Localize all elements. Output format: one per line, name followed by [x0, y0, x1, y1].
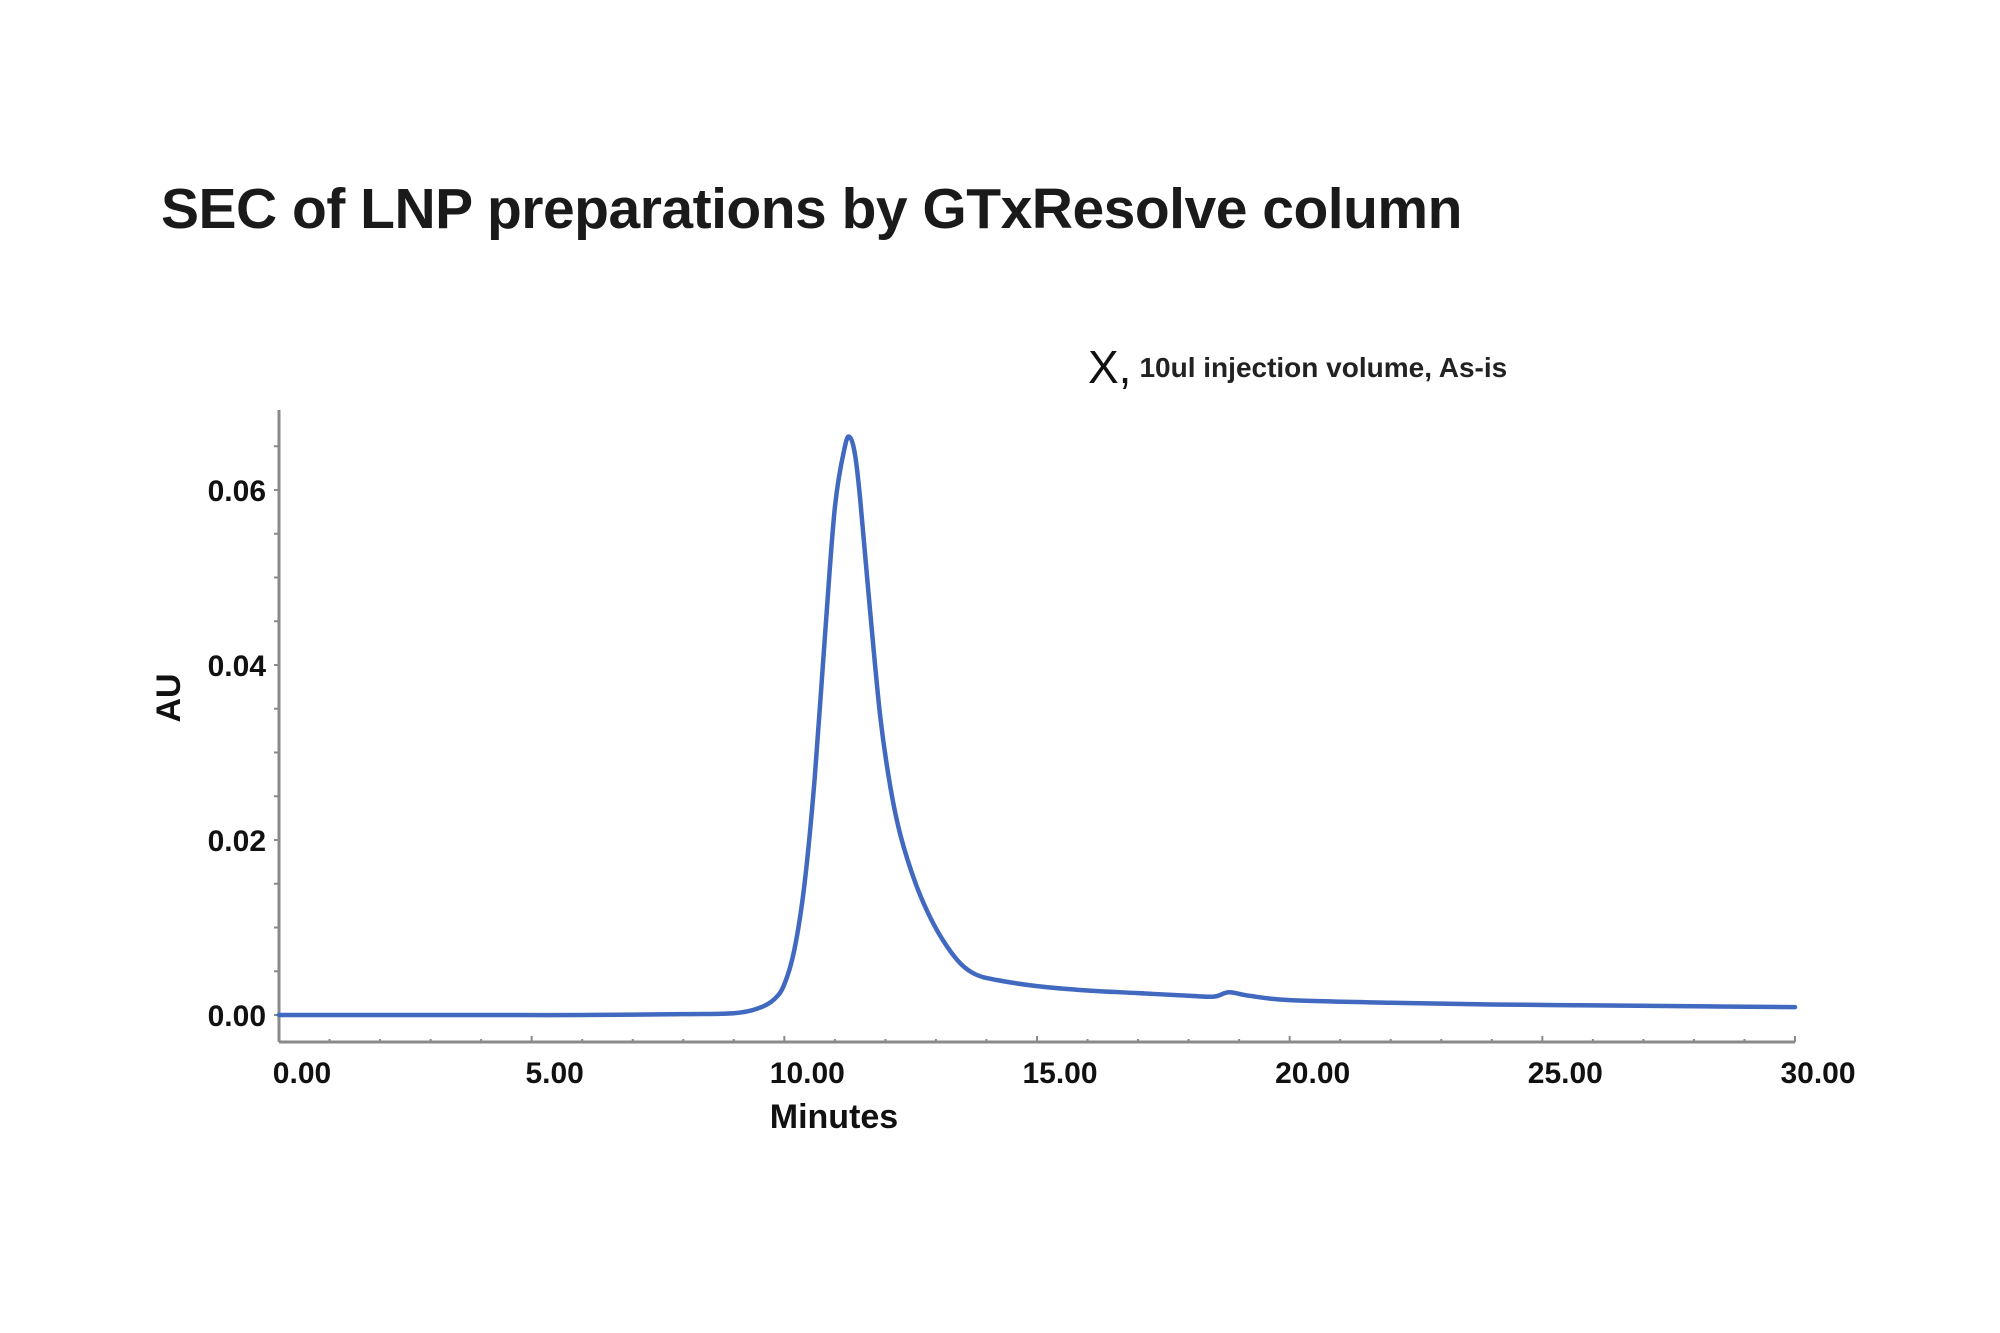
y-tick-label: 0.06 [208, 475, 266, 508]
x-tick-label: 20.00 [1275, 1057, 1350, 1090]
tick-labels: 0.00 0.02 0.04 0.06 0.00 5.00 10.00 15.00 20.00 2… [208, 475, 1856, 1090]
chromatogram-trace [276, 434, 1798, 1018]
x-tick-label: 5.00 [525, 1057, 583, 1090]
series-description: 10ul injection volume, As-is [1139, 352, 1508, 383]
y-tick-label: 0.00 [208, 1000, 266, 1033]
x-tick-label: 15.00 [1022, 1057, 1097, 1090]
x-tick-label: 0.00 [273, 1057, 331, 1090]
x-tick-label: 10.00 [770, 1057, 845, 1090]
series-annotation: X, 10ul injection volume, As-is [1088, 340, 1507, 394]
y-tick-label: 0.02 [208, 825, 266, 858]
series-marker-label: X, [1088, 341, 1132, 393]
chart-title: SEC of LNP preparations by GTxResolve co… [161, 177, 1462, 241]
x-tick-label: 30.00 [1780, 1057, 1855, 1090]
x-tick-label: 25.00 [1528, 1057, 1603, 1090]
x-axis-title: Minutes [770, 1098, 898, 1136]
y-axis-title: AU [150, 673, 188, 722]
y-tick-label: 0.04 [208, 650, 267, 683]
axes [274, 410, 1796, 1044]
